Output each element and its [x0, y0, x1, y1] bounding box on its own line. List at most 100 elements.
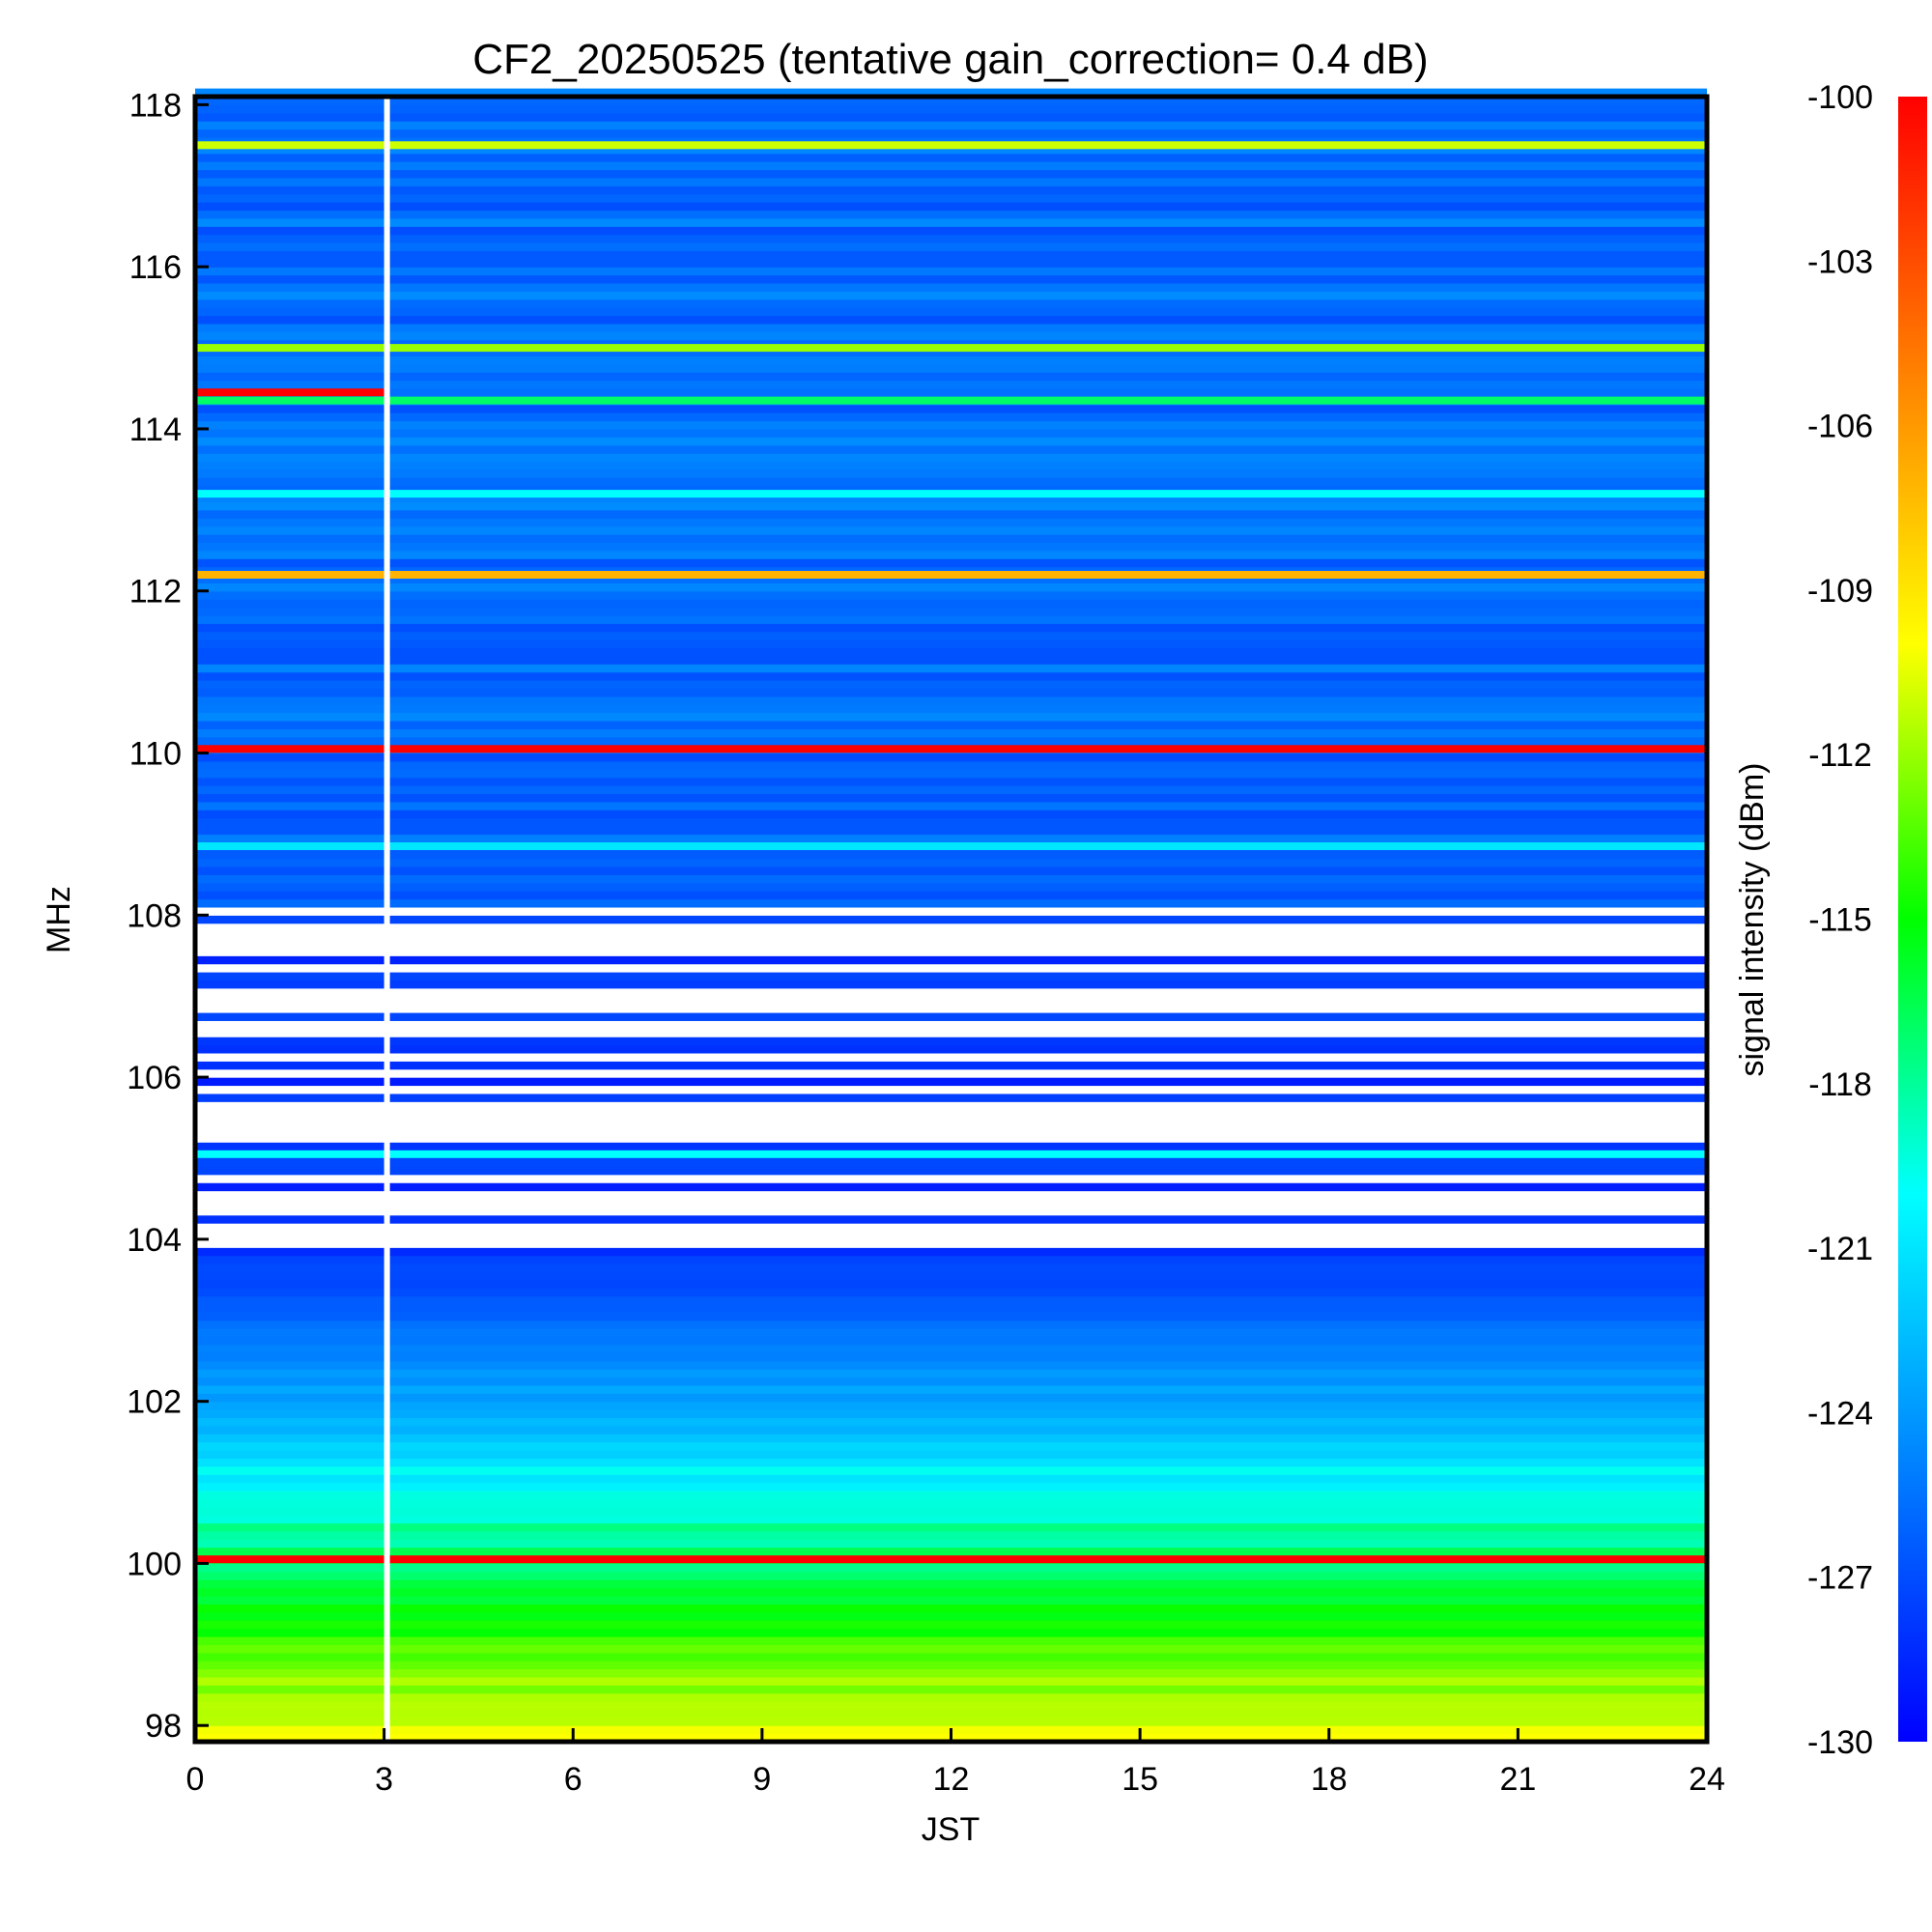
frequency-band	[195, 1093, 1707, 1102]
frequency-band	[195, 1344, 1707, 1353]
y-tick-label: 108	[127, 897, 182, 934]
y-axis-label: MHz	[41, 886, 77, 953]
frequency-band	[195, 1384, 1707, 1394]
frequency-band	[195, 404, 1707, 413]
signal-band	[195, 490, 1707, 498]
frequency-band	[195, 987, 1707, 997]
y-axis: 98 100 102 104 106 108 110 112 114 116 118	[127, 87, 209, 1745]
frequency-band	[195, 1133, 1707, 1143]
frequency-band	[195, 785, 1707, 795]
frequency-band	[195, 1061, 1707, 1070]
frequency-band	[195, 1320, 1707, 1329]
frequency-band	[195, 1223, 1707, 1233]
frequency-band	[195, 121, 1707, 130]
signal-band-marks	[195, 141, 1707, 1564]
frequency-band	[195, 461, 1707, 470]
frequency-band	[195, 980, 1707, 989]
frequency-band	[195, 769, 1707, 779]
frequency-band	[195, 550, 1707, 559]
frequency-band	[195, 1052, 1707, 1062]
frequency-band	[195, 145, 1707, 155]
frequency-band	[195, 1482, 1707, 1492]
frequency-band	[195, 850, 1707, 860]
colorbar-tick-label: -130	[1807, 1724, 1873, 1761]
frequency-band	[195, 639, 1707, 649]
heatmap-plot-area	[192, 88, 1710, 1745]
frequency-band	[195, 380, 1707, 389]
frequency-band	[195, 1264, 1707, 1273]
frequency-band	[195, 1668, 1707, 1678]
x-tick-label: 3	[375, 1761, 393, 1798]
y-tick-label: 104	[127, 1222, 182, 1259]
frequency-band	[195, 291, 1707, 300]
frequency-band	[195, 688, 1707, 697]
frequency-band	[195, 1676, 1707, 1686]
frequency-band	[195, 453, 1707, 463]
frequency-band	[195, 906, 1707, 916]
frequency-band	[195, 1109, 1707, 1119]
frequency-band	[195, 1661, 1707, 1670]
frequency-band	[195, 1182, 1707, 1192]
frequency-band	[195, 898, 1707, 908]
frequency-band	[195, 1142, 1707, 1151]
frequency-band	[195, 631, 1707, 640]
frequency-band	[195, 680, 1707, 690]
frequency-band	[195, 315, 1707, 325]
y-tick-label: 100	[127, 1546, 182, 1582]
frequency-band	[195, 1530, 1707, 1540]
frequency-band	[195, 428, 1707, 438]
frequency-band	[195, 720, 1707, 729]
colorbar-tick-label: -127	[1807, 1560, 1873, 1597]
frequency-band	[195, 931, 1707, 941]
frequency-band	[195, 1336, 1707, 1346]
frequency-band	[195, 1020, 1707, 1030]
y-tick-label: 116	[129, 249, 182, 286]
frequency-band	[195, 1004, 1707, 1013]
frequency-band	[195, 226, 1707, 236]
frequency-band	[195, 331, 1707, 341]
frequency-band	[195, 1692, 1707, 1702]
frequency-band	[195, 185, 1707, 195]
frequency-band	[195, 1369, 1707, 1378]
x-tick-label: 6	[564, 1761, 582, 1798]
frequency-band	[195, 1434, 1707, 1443]
x-tick-label: 18	[1311, 1761, 1348, 1798]
frequency-band	[195, 923, 1707, 932]
frequency-band	[195, 590, 1707, 600]
frequency-band	[195, 1198, 1707, 1208]
frequency-band	[195, 1247, 1707, 1257]
y-tick-label: 114	[129, 412, 182, 448]
frequency-band	[195, 1628, 1707, 1637]
frequency-band	[195, 518, 1707, 527]
frequency-band	[195, 866, 1707, 875]
frequency-band	[195, 810, 1707, 819]
frequency-band	[195, 128, 1707, 138]
frequency-band	[195, 874, 1707, 884]
frequency-band	[195, 1303, 1707, 1313]
frequency-band	[195, 1174, 1707, 1183]
frequency-band	[195, 753, 1707, 762]
frequency-band	[195, 655, 1707, 665]
frequency-band	[195, 412, 1707, 422]
frequency-band	[195, 1579, 1707, 1589]
frequency-band	[195, 1596, 1707, 1605]
colorbar-tick-label: -112	[1808, 737, 1872, 774]
frequency-band	[195, 88, 1707, 98]
frequency-band	[195, 1190, 1707, 1200]
frequency-band	[195, 1571, 1707, 1580]
colorbar-tick-label: -103	[1807, 243, 1873, 280]
frequency-band	[195, 736, 1707, 746]
frequency-band	[195, 939, 1707, 949]
x-tick-label: 15	[1122, 1761, 1158, 1798]
frequency-band	[195, 1522, 1707, 1532]
frequency-band	[195, 1279, 1707, 1289]
frequency-band	[195, 1360, 1707, 1370]
signal-band	[195, 141, 1707, 150]
frequency-band	[195, 501, 1707, 511]
frequency-band	[195, 1587, 1707, 1597]
frequency-band	[195, 1231, 1707, 1240]
frequency-band	[195, 372, 1707, 382]
frequency-band	[195, 437, 1707, 446]
frequency-band	[195, 274, 1707, 284]
